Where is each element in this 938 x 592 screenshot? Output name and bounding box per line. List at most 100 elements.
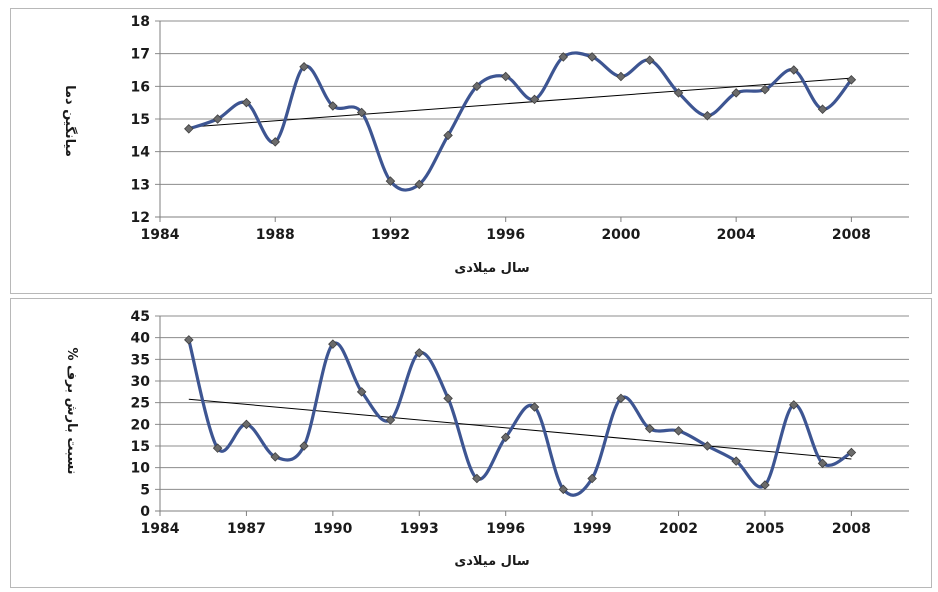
y-tick-labels: 0 5 10 15 20 25 30 35 40 45 xyxy=(131,309,151,520)
temperature-chart-panel: 12 13 14 15 16 17 18 1984 1988 1992 1996 2000 2004 2… xyxy=(10,8,932,294)
data-point-marker xyxy=(414,179,425,190)
x-tick-label: 1992 xyxy=(371,227,410,243)
x-tick-label: 2008 xyxy=(832,227,871,243)
data-point-marker xyxy=(558,484,569,495)
x-tick-label: 2004 xyxy=(717,227,756,243)
y-tick-label: 18 xyxy=(131,14,150,30)
data-point-marker xyxy=(644,423,655,434)
data-point-marker xyxy=(356,387,367,397)
data-point-marker xyxy=(328,101,338,111)
data-point-marker xyxy=(184,124,194,134)
x-tick-label: 1988 xyxy=(256,227,295,243)
data-point-marker xyxy=(270,137,280,147)
data-point-marker xyxy=(846,447,857,458)
data-point-marker xyxy=(702,441,713,451)
data-point-marker xyxy=(702,110,713,121)
series-group xyxy=(188,51,853,192)
x-tick-label: 1984 xyxy=(141,227,180,243)
data-point-marker xyxy=(241,97,252,108)
x-axis-title: سال میلادی xyxy=(454,554,529,569)
data-point-marker xyxy=(817,458,828,469)
gridlines xyxy=(155,20,909,222)
series-group xyxy=(187,339,853,497)
y-tick-label: 12 xyxy=(131,210,150,226)
data-point-marker xyxy=(789,65,799,75)
data-point-marker xyxy=(472,473,482,484)
data-point-marker xyxy=(385,415,396,425)
data-point-marker xyxy=(846,75,857,85)
series-line xyxy=(188,51,853,192)
data-point-marker xyxy=(500,71,511,82)
trendline xyxy=(188,398,852,460)
x-tick-label: 1990 xyxy=(313,521,352,537)
y-tick-label: 40 xyxy=(131,331,151,347)
data-point-marker xyxy=(587,473,597,484)
x-tick-label: 1999 xyxy=(573,521,612,537)
y-tick-label: 13 xyxy=(131,177,150,193)
data-point-marker xyxy=(443,393,453,404)
x-axis-title: سال میلادی xyxy=(454,261,529,276)
data-point-marker xyxy=(443,130,453,141)
data-point-marker xyxy=(558,52,569,62)
data-point-marker xyxy=(184,335,194,345)
data-point-marker xyxy=(241,419,252,430)
trendline-group xyxy=(188,398,852,460)
y-tick-label: 0 xyxy=(140,504,150,520)
trendline xyxy=(188,77,852,128)
snow-ratio-chart-panel: 0 5 10 15 20 25 30 35 40 45 1984 1987 1990 1993 1996 1… xyxy=(10,298,932,588)
data-point-marker xyxy=(673,426,684,436)
x-tick-label: 1984 xyxy=(141,521,180,537)
data-point-marker xyxy=(731,456,741,466)
y-tick-label: 5 xyxy=(140,482,150,498)
data-point-marker xyxy=(299,441,309,451)
y-tick-label: 14 xyxy=(131,145,151,161)
data-point-marker xyxy=(356,107,367,118)
y-tick-label: 25 xyxy=(131,396,150,412)
data-point-marker xyxy=(616,393,626,404)
y-tick-label: 17 xyxy=(131,47,150,63)
x-tick-label: 2005 xyxy=(745,521,784,537)
x-tick-labels: 1984 1988 1992 1996 2000 2004 2008 xyxy=(141,227,871,243)
x-tick-labels: 1984 1987 1990 1993 1996 1999 2002 2005 2008 xyxy=(141,521,871,537)
x-tick-label: 2008 xyxy=(832,521,871,537)
x-tick-label: 2000 xyxy=(601,227,640,243)
x-tick-label: 1993 xyxy=(400,521,439,537)
y-axis-title: میانگین دما xyxy=(62,85,78,157)
y-tick-label: 15 xyxy=(131,439,150,455)
series-line xyxy=(187,339,853,497)
data-point-marker xyxy=(529,94,540,105)
data-point-marker xyxy=(760,84,770,95)
data-point-marker xyxy=(587,52,597,62)
x-tick-label: 1987 xyxy=(227,521,266,537)
data-point-marker xyxy=(328,339,338,349)
data-point-marker xyxy=(673,88,684,98)
y-tick-labels: 12 13 14 15 16 17 18 xyxy=(131,14,151,226)
markers xyxy=(184,335,857,495)
data-point-marker xyxy=(270,452,280,462)
data-point-marker xyxy=(760,480,770,490)
gridlines xyxy=(155,315,909,516)
y-axis-title: نسبت بارش برف % xyxy=(64,347,79,474)
y-tick-label: 45 xyxy=(131,309,150,325)
y-tick-label: 10 xyxy=(131,461,151,477)
data-point-marker xyxy=(529,402,540,412)
x-tick-label: 2002 xyxy=(659,521,698,537)
data-point-marker xyxy=(212,114,223,124)
data-point-marker xyxy=(616,71,626,82)
data-point-marker xyxy=(472,81,482,92)
y-tick-label: 20 xyxy=(131,417,151,433)
data-point-marker xyxy=(299,61,309,72)
y-tick-label: 16 xyxy=(131,79,150,95)
data-point-marker xyxy=(789,400,799,410)
y-tick-label: 15 xyxy=(131,112,150,128)
data-point-marker xyxy=(644,55,655,65)
data-point-marker xyxy=(385,176,396,186)
data-point-marker xyxy=(731,88,741,98)
x-tick-label: 1996 xyxy=(486,521,525,537)
y-tick-label: 30 xyxy=(131,374,151,390)
y-tick-label: 35 xyxy=(131,352,150,368)
x-tick-label: 1996 xyxy=(486,227,525,243)
markers xyxy=(184,52,857,190)
data-point-marker xyxy=(212,443,223,453)
